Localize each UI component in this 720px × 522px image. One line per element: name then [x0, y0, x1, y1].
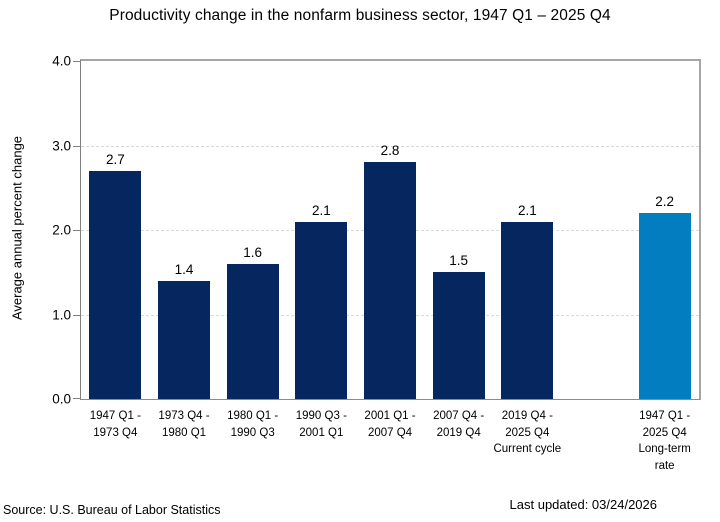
x-axis-label: 1973 Q4 - 1980 Q1 [158, 410, 210, 439]
gridline [81, 145, 699, 147]
y-tick-mark [73, 398, 80, 399]
bar [638, 213, 691, 399]
source-text: Source: U.S. Bureau of Labor Statistics [3, 503, 221, 517]
last-updated-text: Last updated: 03/24/2026 [509, 497, 657, 512]
y-tick-label: 0.0 [52, 391, 71, 407]
y-axis-title: Average annual percent change [9, 135, 25, 321]
x-axis-label: 1947 Q1 - 1973 Q4 [89, 410, 141, 439]
y-tick-label: 2.0 [52, 222, 71, 238]
y-tick-label: 1.0 [52, 307, 71, 322]
y-tick-label: 3.0 [52, 138, 71, 153]
bar-value-label: 2.7 [105, 152, 125, 167]
x-axis-label: 2007 Q4 - 2019 Q4 [433, 410, 485, 439]
bar [364, 162, 416, 399]
bar [226, 264, 279, 399]
bar-value-label: 2.1 [517, 203, 537, 218]
y-tick-mark [73, 145, 80, 147]
bar [432, 272, 485, 399]
y-tick-mark [73, 61, 80, 62]
bar-value-label: 2.8 [380, 143, 400, 158]
bar [89, 171, 142, 399]
plot-area: 0.0 1.0 2.0 3.0 4.0 2.7 1947 Q1 - 1973 Q4 1.4 19… [52, 54, 701, 472]
x-axis-label: 2019 Q4 - 2025 Q4 Current cycle [493, 410, 562, 455]
y-tick-mark [73, 314, 80, 316]
bar-value-label: 2.2 [655, 194, 675, 209]
x-axis-label: 1980 Q1 - 1990 Q3 [227, 410, 279, 439]
bar [158, 281, 210, 399]
y-tick-label: 4.0 [52, 53, 71, 69]
bar-value-label: 2.1 [311, 203, 331, 218]
chart-title: Productivity change in the nonfarm busin… [109, 7, 611, 24]
y-tick-mark [73, 230, 80, 231]
x-axis-label: 1947 Q1 - 2025 Q4 Long-term rate [638, 410, 691, 472]
bar-value-label: 1.4 [174, 262, 194, 277]
bar [501, 222, 554, 399]
x-axis-label: 1990 Q3 - 2001 Q1 [295, 410, 347, 439]
bar-value-label: 1.5 [449, 253, 469, 268]
x-axis-label: 2001 Q1 - 2007 Q4 [364, 410, 416, 439]
bar-value-label: 1.6 [243, 245, 263, 260]
bar [295, 222, 348, 399]
